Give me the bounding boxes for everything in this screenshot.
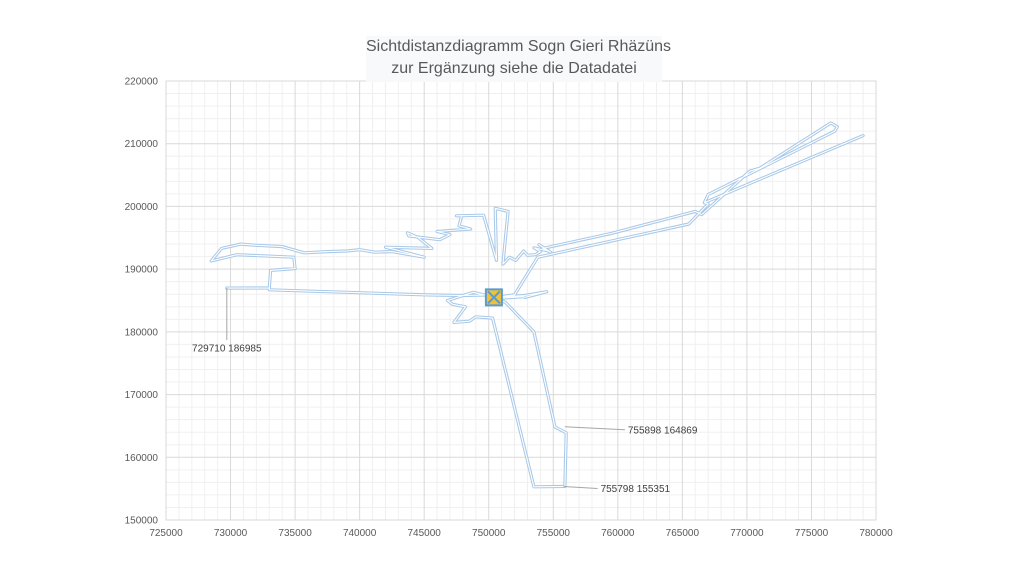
x-tick-label: 735000 xyxy=(278,528,312,539)
y-axis-tick-labels: 150000 160000 170000 180000 190000 200000 2100… xyxy=(125,77,159,527)
x-tick-label: 780000 xyxy=(859,528,893,539)
x-tick-label: 745000 xyxy=(407,528,441,539)
y-tick-label: 170000 xyxy=(125,390,159,401)
plot-area xyxy=(165,80,877,521)
x-tick-label: 725000 xyxy=(149,528,183,539)
series-line-inner xyxy=(210,122,864,488)
y-tick-label: 210000 xyxy=(125,139,159,150)
data-series xyxy=(209,121,865,489)
observer-marker xyxy=(484,288,503,307)
observer-cross-b xyxy=(487,290,501,305)
chart-title-line-2: zur Ergänzung siehe die Datadatei xyxy=(391,60,637,77)
y-tick-label: 160000 xyxy=(125,453,159,464)
annotation-label: 729710 186985 xyxy=(192,344,262,355)
x-tick-label: 760000 xyxy=(601,528,635,539)
y-tick-label: 150000 xyxy=(125,516,159,527)
x-axis-tick-labels: 725000 730000 735000 740000 745000 750000 7550… xyxy=(149,528,893,539)
annotation-leader xyxy=(563,485,598,489)
y-tick-label: 220000 xyxy=(125,77,159,88)
y-tick-label: 190000 xyxy=(125,265,159,276)
plot-frame xyxy=(165,80,877,521)
annotation-leader xyxy=(564,426,625,431)
chart-title-line-1: Sichtdistanzdiagramm Sogn Gieri Rhäzüns xyxy=(366,38,672,55)
x-tick-label: 765000 xyxy=(666,528,700,539)
data-annotations: 729710 186985 755898 164869 755798 155351 xyxy=(192,288,698,495)
x-tick-label: 750000 xyxy=(472,528,506,539)
x-tick-label: 755000 xyxy=(537,528,571,539)
annotation-label: 755898 164869 xyxy=(628,425,698,436)
x-tick-label: 740000 xyxy=(343,528,377,539)
x-tick-label: 775000 xyxy=(795,528,829,539)
chart-title: Sichtdistanzdiagramm Sogn Gieri Rhäzüns … xyxy=(366,36,672,82)
x-tick-label: 730000 xyxy=(214,528,248,539)
y-tick-label: 200000 xyxy=(125,202,159,213)
y-tick-label: 180000 xyxy=(125,327,159,338)
annotation-label: 755798 155351 xyxy=(601,484,671,495)
x-tick-label: 770000 xyxy=(730,528,764,539)
